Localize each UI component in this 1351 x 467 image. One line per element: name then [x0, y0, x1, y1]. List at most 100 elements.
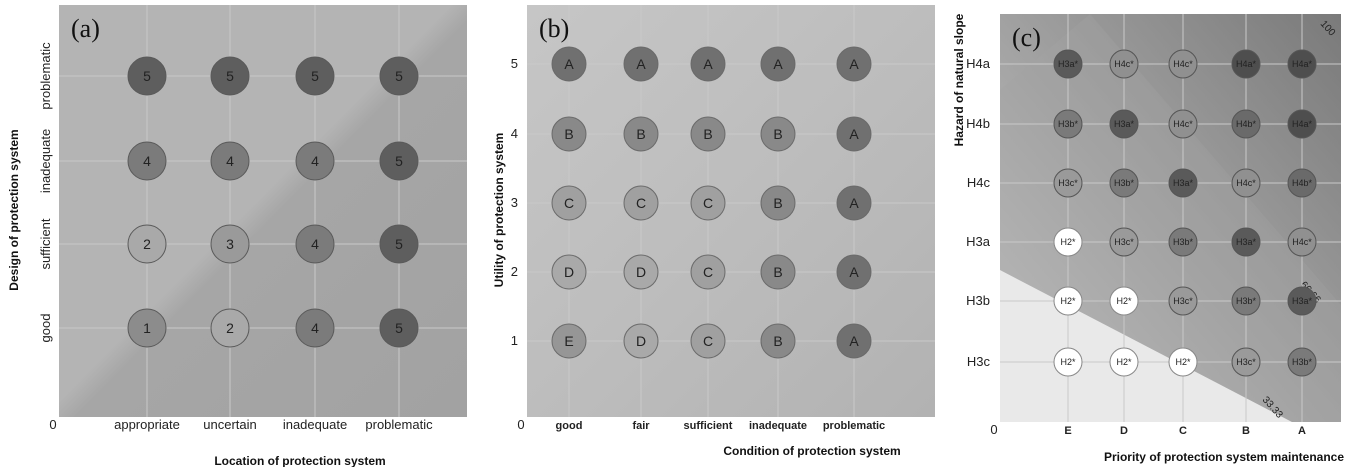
panel-label: (a) [71, 14, 100, 43]
data-label: 5 [395, 153, 403, 169]
data-marker [836, 185, 872, 221]
data-label: H3a* [1058, 59, 1079, 69]
x-tick-label: uncertain [203, 417, 256, 432]
data-label: B [703, 126, 712, 142]
y-tick-label: 5 [511, 56, 518, 71]
data-label: D [636, 264, 646, 280]
data-marker [379, 308, 419, 348]
data-label: 5 [143, 68, 151, 84]
data-marker [1053, 227, 1083, 257]
data-marker [1109, 286, 1139, 316]
data-label: A [849, 56, 859, 72]
data-label: C [564, 195, 574, 211]
data-label: A [849, 195, 859, 211]
data-marker [210, 56, 250, 96]
data-marker [1287, 286, 1317, 316]
data-label: 4 [311, 320, 319, 336]
data-marker [210, 308, 250, 348]
data-marker [1168, 168, 1198, 198]
data-label: H4c* [1173, 59, 1193, 69]
panel-c: 33.3366.66100(c)0EDCBAH3cH3bH3aH4cH4bH4a… [952, 13, 1344, 464]
x-tick-label: sufficient [684, 420, 733, 432]
data-marker [1168, 347, 1198, 377]
data-marker [623, 323, 659, 359]
data-marker [210, 141, 250, 181]
data-marker [1287, 168, 1317, 198]
data-marker [1231, 168, 1261, 198]
data-marker [127, 141, 167, 181]
data-label: 5 [226, 68, 234, 84]
data-marker [1168, 227, 1198, 257]
x-tick-label: A [1298, 425, 1306, 437]
data-marker [760, 116, 796, 152]
data-marker [1053, 286, 1083, 316]
data-label: H3a* [1292, 296, 1313, 306]
data-marker [623, 185, 659, 221]
x-tick-label: problematic [823, 420, 885, 432]
y-tick-label: H4b [966, 116, 990, 131]
data-marker [1287, 49, 1317, 79]
data-marker [836, 254, 872, 290]
data-label: B [636, 126, 645, 142]
data-label: 4 [226, 153, 234, 169]
y-tick-label: inadequate [38, 129, 53, 193]
x-tick-label: good [556, 420, 583, 432]
data-label: 3 [226, 236, 234, 252]
data-label: H4c* [1292, 237, 1312, 247]
data-marker [295, 224, 335, 264]
y-tick-label: problematic [38, 42, 53, 110]
data-label: B [773, 333, 782, 349]
data-label: H2* [1175, 357, 1191, 367]
data-label: H4b* [1236, 119, 1257, 129]
data-marker [551, 185, 587, 221]
data-marker [1109, 168, 1139, 198]
data-label: H4b* [1292, 178, 1313, 188]
data-label: 5 [395, 320, 403, 336]
origin-label: 0 [517, 417, 524, 432]
data-label: A [564, 56, 574, 72]
data-marker [1168, 109, 1198, 139]
x-tick-label: D [1120, 425, 1128, 437]
data-label: 2 [143, 236, 151, 252]
data-label: A [636, 56, 646, 72]
data-marker [551, 323, 587, 359]
x-tick-label: inadequate [283, 417, 347, 432]
x-tick-label: appropriate [114, 417, 180, 432]
data-marker [1109, 347, 1139, 377]
origin-label: 0 [49, 417, 56, 432]
data-label: C [636, 195, 646, 211]
panel-label: (b) [539, 14, 569, 43]
data-marker [127, 308, 167, 348]
y-axis-title: Design of protection system [7, 129, 21, 290]
data-label: H3b* [1173, 237, 1194, 247]
data-label: C [703, 195, 713, 211]
panel-label: (c) [1012, 23, 1041, 52]
data-label: H4c* [1236, 178, 1256, 188]
plot-area [527, 5, 935, 417]
data-label: A [849, 264, 859, 280]
data-marker [210, 224, 250, 264]
y-tick-label: H4a [966, 56, 991, 71]
data-marker [1168, 49, 1198, 79]
data-label: B [564, 126, 573, 142]
data-label: H3b* [1058, 119, 1079, 129]
data-marker [551, 46, 587, 82]
data-marker [551, 254, 587, 290]
data-label: 5 [311, 68, 319, 84]
data-marker [623, 116, 659, 152]
y-tick-label: 4 [511, 126, 518, 141]
data-label: H4a* [1292, 59, 1313, 69]
data-marker [295, 141, 335, 181]
data-marker [760, 46, 796, 82]
data-marker [1287, 109, 1317, 139]
y-tick-label: 1 [511, 333, 518, 348]
data-label: 2 [226, 320, 234, 336]
data-marker [623, 254, 659, 290]
data-marker [690, 254, 726, 290]
x-tick-label: B [1242, 425, 1250, 437]
y-tick-label: H3b [966, 293, 990, 308]
y-tick-label: H3a [966, 234, 991, 249]
data-marker [1053, 49, 1083, 79]
data-marker [127, 56, 167, 96]
